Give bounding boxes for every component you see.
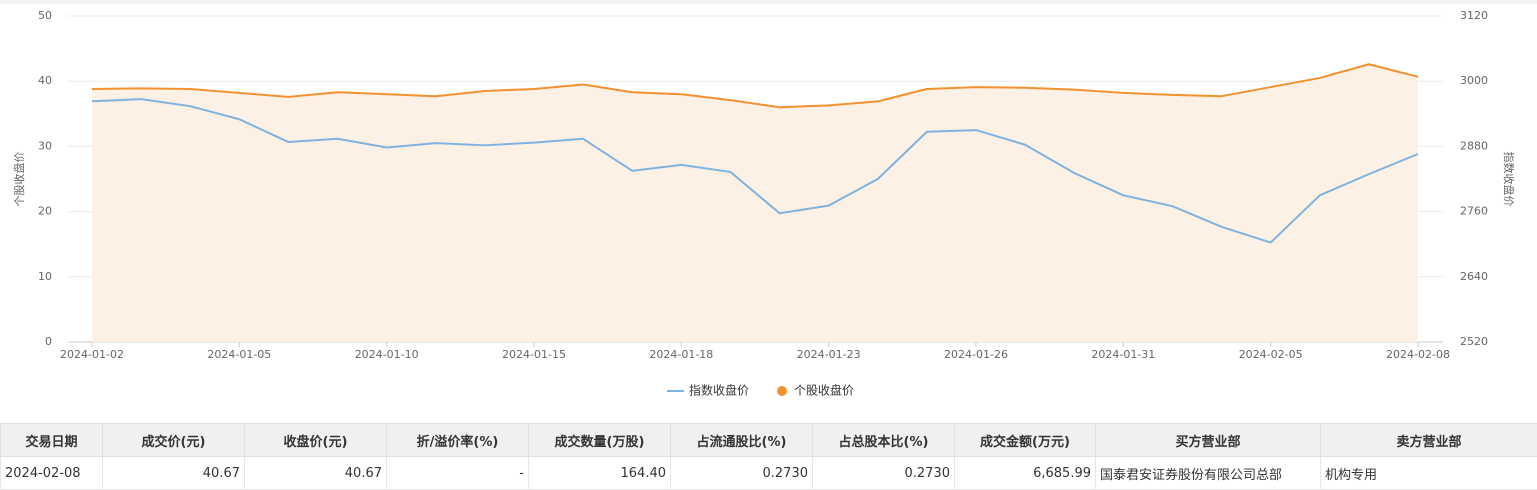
area bbox=[92, 64, 1418, 342]
header-cell: 占流通股比(%) bbox=[671, 424, 813, 457]
legend-label[interactable]: 个股收盘价 bbox=[794, 383, 854, 398]
cell: 6,685.99 bbox=[955, 457, 1096, 490]
header-cell: 买方营业部 bbox=[1096, 424, 1321, 457]
y2-tick-label: 2640 bbox=[1460, 270, 1488, 283]
y-tick-label: 50 bbox=[38, 9, 52, 22]
cell: 机构专用 bbox=[1321, 457, 1537, 490]
y-axis-label: 个股收盘价 bbox=[12, 152, 26, 207]
y2-axis-label: 指数收盘价 bbox=[1502, 152, 1516, 207]
x-tick-label: 2024-02-08 bbox=[1386, 348, 1450, 361]
header-cell: 占总股本比(%) bbox=[813, 424, 955, 457]
header-cell: 成交价(元) bbox=[103, 424, 245, 457]
cell: 0.2730 bbox=[671, 457, 813, 490]
x-tick-label: 2024-01-05 bbox=[207, 348, 271, 361]
header-cell: 卖方营业部 bbox=[1321, 424, 1537, 457]
header-cell: 收盘价(元) bbox=[245, 424, 387, 457]
cell: 0.2730 bbox=[813, 457, 955, 490]
legend-swatch[interactable] bbox=[777, 386, 787, 396]
y2-tick-label: 3120 bbox=[1460, 9, 1488, 22]
cell: 40.67 bbox=[245, 457, 387, 490]
x-tick-label: 2024-01-10 bbox=[355, 348, 419, 361]
y-tick-label: 0 bbox=[45, 335, 52, 348]
cell: 40.67 bbox=[103, 457, 245, 490]
y-tick-label: 10 bbox=[38, 270, 52, 283]
x-tick-label: 2024-01-02 bbox=[60, 348, 124, 361]
header-row: 交易日期 成交价(元) 收盘价(元) 折/溢价率(%) 成交数量(万股) 占流通… bbox=[1, 424, 1537, 457]
y2-tick-label: 2520 bbox=[1460, 335, 1488, 348]
x-tick-label: 2024-01-31 bbox=[1091, 348, 1155, 361]
y-tick-label: 30 bbox=[38, 139, 52, 152]
x-tick-label: 2024-01-15 bbox=[502, 348, 566, 361]
cell: - bbox=[387, 457, 529, 490]
x-tick-label: 2024-01-26 bbox=[944, 348, 1008, 361]
cell: 国泰君安证券股份有限公司总部 bbox=[1096, 457, 1321, 490]
y-tick-label: 20 bbox=[38, 205, 52, 218]
x-tick-label: 2024-01-18 bbox=[649, 348, 713, 361]
trade-table: 交易日期 成交价(元) 收盘价(元) 折/溢价率(%) 成交数量(万股) 占流通… bbox=[0, 423, 1537, 490]
cell: 2024-02-08 bbox=[1, 457, 103, 490]
y2-tick-label: 2880 bbox=[1460, 139, 1488, 152]
data-row: 2024-02-08 40.67 40.67 - 164.40 0.2730 0… bbox=[1, 457, 1537, 490]
x-tick-label: 2024-01-23 bbox=[797, 348, 861, 361]
cell: 164.40 bbox=[529, 457, 671, 490]
chart: 0 10 20 30 40 50 2520 2640 2760 2880 3000 3120 个股收盘价… bbox=[0, 0, 1537, 420]
header-cell: 交易日期 bbox=[1, 424, 103, 457]
y-tick-label: 40 bbox=[38, 74, 52, 87]
y2-tick-label: 2760 bbox=[1460, 205, 1488, 218]
header-cell: 成交数量(万股) bbox=[529, 424, 671, 457]
header-cell: 成交金额(万元) bbox=[955, 424, 1096, 457]
y2-tick-label: 3000 bbox=[1460, 74, 1488, 87]
x-tick-label: 2024-02-05 bbox=[1239, 348, 1303, 361]
legend-label[interactable]: 指数收盘价 bbox=[689, 383, 749, 398]
header-cell: 折/溢价率(%) bbox=[387, 424, 529, 457]
